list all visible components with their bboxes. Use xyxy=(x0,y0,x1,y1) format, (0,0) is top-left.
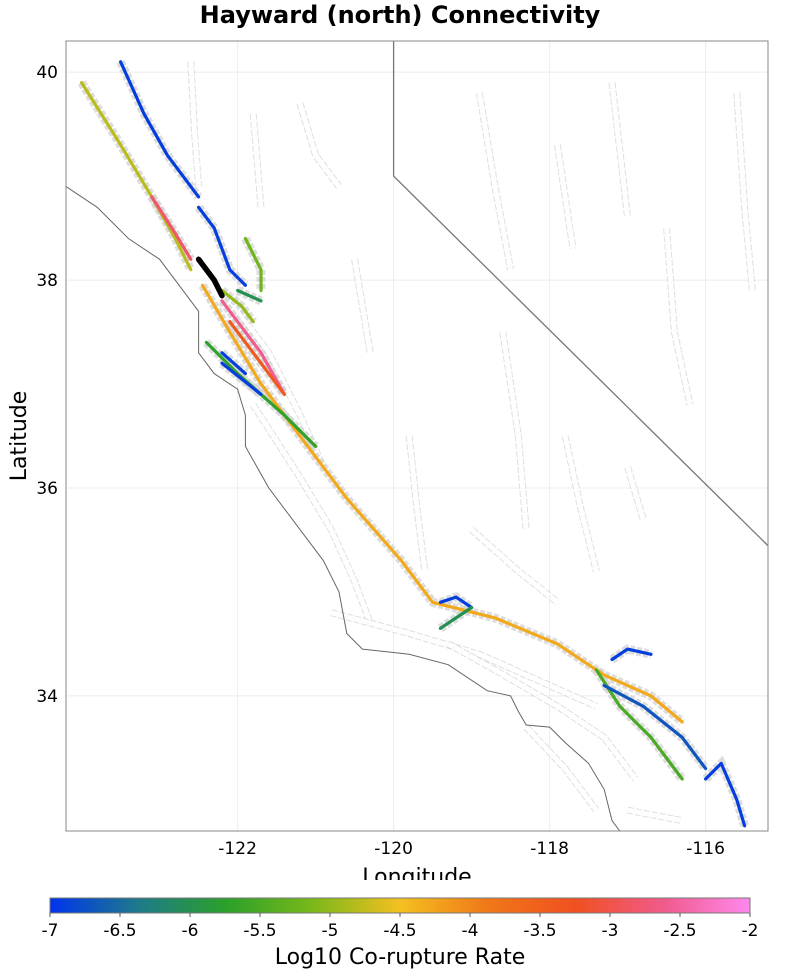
x-axis-title: Longitude xyxy=(362,865,471,880)
colorbar-tick-label: -2 xyxy=(742,921,759,941)
x-tick-label: -122 xyxy=(218,839,257,859)
hayward-north-section xyxy=(195,256,225,299)
y-axis-title: Latitude xyxy=(7,391,32,482)
fault-section-inner xyxy=(188,61,202,187)
rupture-line xyxy=(610,647,653,662)
colorbar-tick-label: -7 xyxy=(42,921,59,941)
fault-section-inner xyxy=(330,610,598,709)
x-tick-label: -116 xyxy=(686,839,725,859)
colorbar-tick-label: -4 xyxy=(462,921,479,941)
fault-section-inner xyxy=(625,466,646,520)
fault-section-inner xyxy=(627,807,683,824)
chart-title: Hayward (north) Connectivity xyxy=(199,1,601,29)
rupture-line xyxy=(220,299,286,396)
rupture-line xyxy=(220,361,263,396)
colorbar-tick-label: -2.5 xyxy=(663,921,696,941)
fault-section-inner xyxy=(609,82,631,218)
colorbar-tick-label: -5 xyxy=(322,921,339,941)
colorbar-tick-label: -6 xyxy=(182,921,199,941)
colorbar: -7 -6.5 -6 -5.5 -5 -4.5 -4 -3.5 -3 -2.5 -2 Log10 C… xyxy=(42,897,759,970)
y-tick-label: 38 xyxy=(36,271,58,291)
fault-section-inner xyxy=(235,309,326,469)
map-plot: -122 -120 -118 -116 34 36 38 40 Longitude Latit… xyxy=(7,40,769,880)
axis-ticks: -122 -120 -118 -116 34 36 38 40 xyxy=(36,63,725,859)
rupture-line xyxy=(197,205,247,287)
rupture-line xyxy=(220,351,247,376)
state-border xyxy=(392,41,768,547)
colorbar-tick-label: -4.5 xyxy=(383,921,416,941)
fault-section-inner xyxy=(297,102,342,188)
fault-section-inner xyxy=(562,435,599,572)
fault-section-inner xyxy=(554,144,576,250)
fault-section-inner xyxy=(251,403,373,624)
rupture-line xyxy=(438,595,474,610)
rupture-line xyxy=(236,288,263,303)
colorbar-tick-label: -3 xyxy=(602,921,619,941)
rupture-line xyxy=(220,288,255,324)
rupture-sections xyxy=(79,60,747,828)
geography xyxy=(66,41,768,831)
colorbar-tick-label: -5.5 xyxy=(243,921,276,941)
plot-frame xyxy=(65,40,769,832)
rupture-line xyxy=(602,683,708,771)
fault-section-inner xyxy=(469,527,559,605)
x-tick-label: -118 xyxy=(530,839,569,859)
colorbar-ticks: -7 -6.5 -6 -5.5 -5 -4.5 -4 -3.5 -3 -2.5 -2 xyxy=(42,913,759,941)
y-tick-label: 34 xyxy=(36,687,58,707)
rupture-line xyxy=(228,320,286,396)
fault-section-inner xyxy=(500,331,529,530)
rupture-line xyxy=(438,605,474,630)
colorbar-tick-label: -3.5 xyxy=(523,921,556,941)
y-tick-label: 36 xyxy=(36,479,58,499)
rupture-line xyxy=(703,761,747,828)
colorbar-tick-label: -6.5 xyxy=(103,921,136,941)
rupture-line xyxy=(118,60,201,199)
fault-section-inner xyxy=(734,92,755,291)
fault-section-inner xyxy=(406,435,428,572)
fault-section-inner xyxy=(446,641,638,781)
y-tick-label: 40 xyxy=(36,63,58,83)
colorbar-gradient xyxy=(49,897,751,914)
rupture-line xyxy=(200,283,684,724)
rupture-line xyxy=(243,236,263,293)
colorbar-label: Log10 Co-rupture Rate xyxy=(275,945,526,970)
rupture-line xyxy=(150,195,193,261)
fault-section-inner xyxy=(524,725,599,812)
grid xyxy=(66,41,768,831)
fault-section-inner xyxy=(664,227,693,406)
x-tick-label: -120 xyxy=(374,839,413,859)
coastline xyxy=(66,186,621,831)
